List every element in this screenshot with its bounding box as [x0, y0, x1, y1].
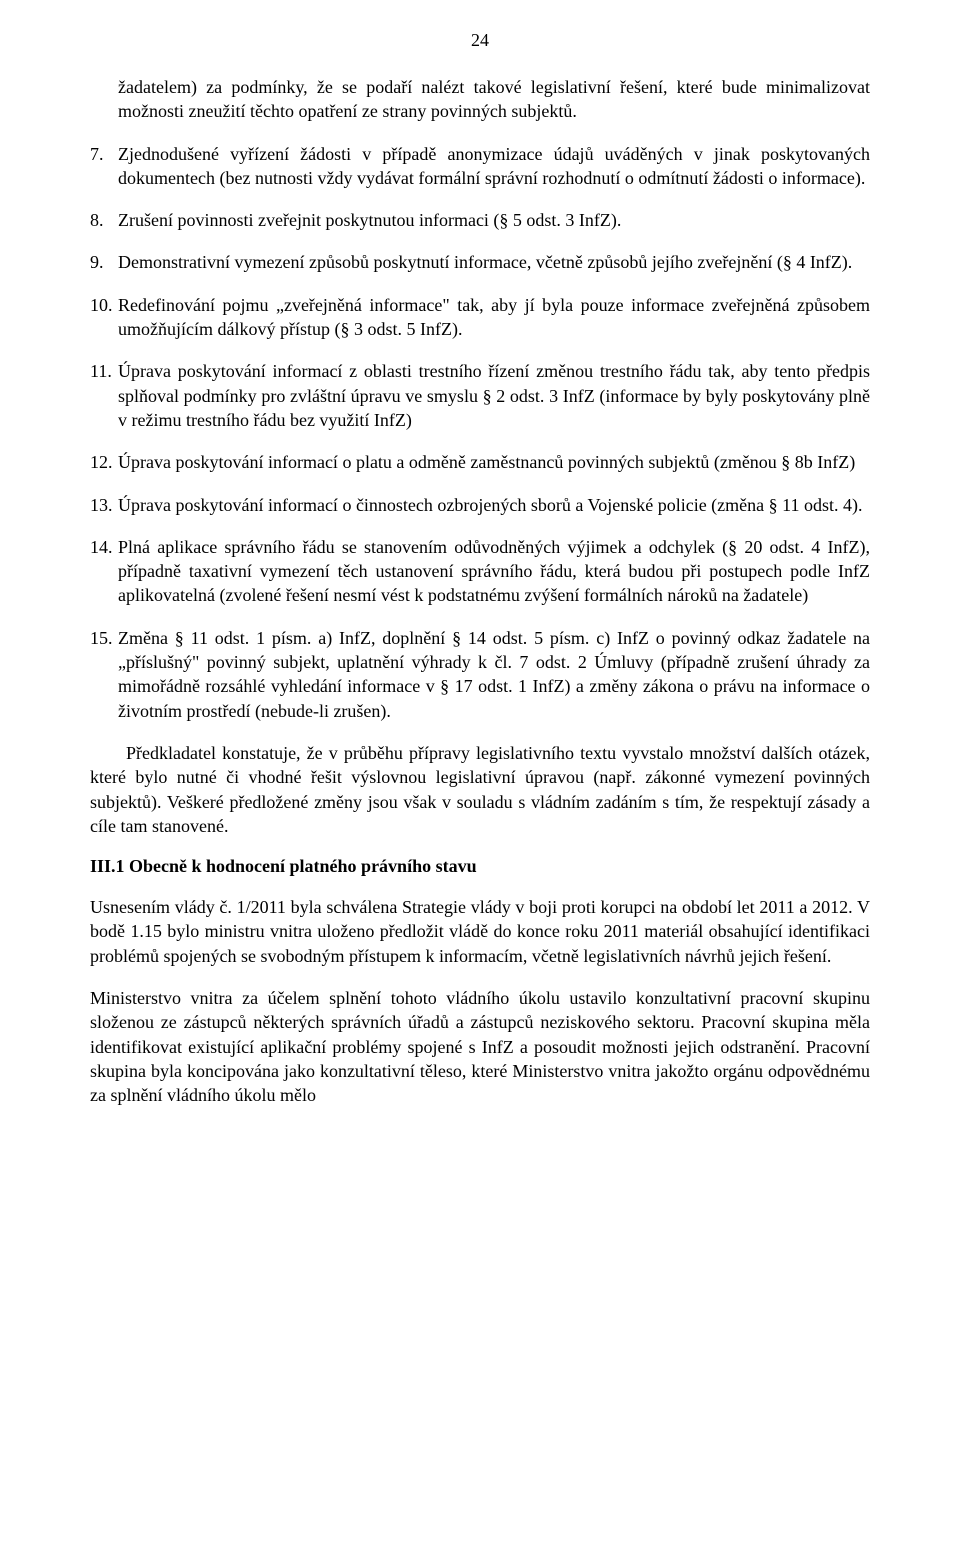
list-item: 14. Plná aplikace správního řádu se stan… [90, 535, 870, 608]
section-heading: III.1 Obecně k hodnocení platného právní… [90, 856, 870, 877]
item-text: Úprava poskytování informací z oblasti t… [118, 359, 870, 432]
list-item: 15. Změna § 11 odst. 1 písm. a) InfZ, do… [90, 626, 870, 723]
list-item: 10. Redefinování pojmu „zveřejněná infor… [90, 293, 870, 342]
item-number: 8. [90, 208, 118, 232]
page-number: 24 [90, 30, 870, 51]
item-text: Změna § 11 odst. 1 písm. a) InfZ, doplně… [118, 626, 870, 723]
item-number: 13. [90, 493, 118, 517]
continuation-paragraph: žadatelem) za podmínky, že se podaří nal… [90, 75, 870, 124]
list-item: 11. Úprava poskytování informací z oblas… [90, 359, 870, 432]
item-text: Úprava poskytování informací o platu a o… [118, 450, 870, 474]
list-item: 13. Úprava poskytování informací o činno… [90, 493, 870, 517]
item-number: 12. [90, 450, 118, 474]
body-paragraph: Usnesením vlády č. 1/2011 byla schválena… [90, 895, 870, 968]
item-number: 7. [90, 142, 118, 191]
item-text: Zrušení povinnosti zveřejnit poskytnutou… [118, 208, 870, 232]
list-item: 7. Zjednodušené vyřízení žádosti v přípa… [90, 142, 870, 191]
list-item: 12. Úprava poskytování informací o platu… [90, 450, 870, 474]
item-text: Redefinování pojmu „zveřejněná informace… [118, 293, 870, 342]
body-paragraph: Ministerstvo vnitra za účelem splnění to… [90, 986, 870, 1107]
list-item: 9. Demonstrativní vymezení způsobů posky… [90, 250, 870, 274]
document-page: 24 žadatelem) za podmínky, že se podaří … [0, 0, 960, 1166]
summary-paragraph: Předkladatel konstatuje, že v průběhu př… [90, 741, 870, 838]
list-item: 8. Zrušení povinnosti zveřejnit poskytnu… [90, 208, 870, 232]
item-number: 11. [90, 359, 118, 432]
item-text: Úprava poskytování informací o činnostec… [118, 493, 870, 517]
item-number: 9. [90, 250, 118, 274]
item-text: Zjednodušené vyřízení žádosti v případě … [118, 142, 870, 191]
item-number: 15. [90, 626, 118, 723]
item-number: 14. [90, 535, 118, 608]
item-text: Demonstrativní vymezení způsobů poskytnu… [118, 250, 870, 274]
item-number: 10. [90, 293, 118, 342]
item-text: Plná aplikace správního řádu se stanoven… [118, 535, 870, 608]
